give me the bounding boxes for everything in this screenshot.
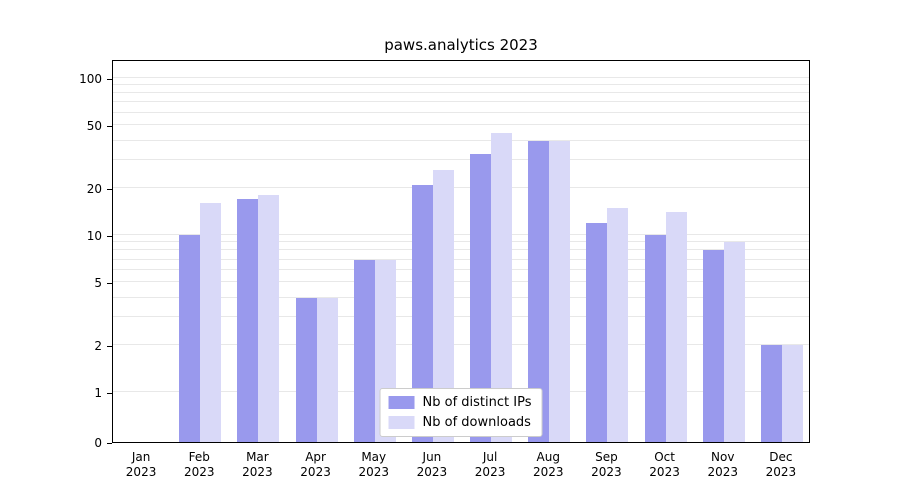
gridline <box>113 258 809 260</box>
plot-area: Nb of distinct IPs Nb of downloads <box>112 60 810 443</box>
bar-aug-series0 <box>528 140 550 442</box>
gridline <box>113 234 809 236</box>
y-tick-label: 0 <box>94 436 102 450</box>
bar-mar-series1 <box>258 195 280 442</box>
x-tick-label-may: May 2023 <box>358 450 389 479</box>
gridline <box>113 241 809 243</box>
gridline <box>113 269 809 271</box>
gridline <box>113 316 809 318</box>
chart-title: paws.analytics 2023 <box>384 36 538 54</box>
legend-item-distinct-ips: Nb of distinct IPs <box>388 395 532 410</box>
legend-label-distinct-ips: Nb of distinct IPs <box>422 395 532 410</box>
gridline <box>113 159 809 161</box>
gridline <box>113 124 809 126</box>
x-tick-label-mar: Mar 2023 <box>242 450 273 479</box>
bar-jul-series1 <box>491 132 513 442</box>
bar-nov-series0 <box>702 250 724 442</box>
legend-swatch-distinct-ips <box>388 396 415 409</box>
gridline <box>113 139 809 141</box>
x-tick-label-dec: Dec 2023 <box>765 450 797 479</box>
bar-sep-series1 <box>607 207 629 442</box>
y-tick-label: 10 <box>86 229 102 244</box>
bar-may-series0 <box>353 259 375 442</box>
gridline <box>113 186 809 188</box>
bar-dec-series0 <box>760 344 782 442</box>
gridline <box>113 281 809 283</box>
x-tick-label-aug: Aug 2023 <box>532 450 564 479</box>
bar-dec-series1 <box>781 344 803 442</box>
gridline <box>113 84 809 86</box>
y-tick-label: 5 <box>94 276 102 291</box>
bar-jun-series1 <box>432 170 454 442</box>
bar-feb-series0 <box>179 235 201 442</box>
y-tick-label: 20 <box>86 181 102 196</box>
bar-nov-series1 <box>723 242 745 442</box>
bar-oct-series1 <box>665 212 687 442</box>
y-tick-label: 100 <box>79 72 102 87</box>
y-tick-mark <box>107 283 112 285</box>
y-tick-label: 2 <box>94 338 102 353</box>
gridline <box>113 101 809 103</box>
x-tick-label-jun: Jun 2023 <box>416 450 448 479</box>
y-tick-mark <box>107 236 112 238</box>
bar-jul-series0 <box>470 153 492 442</box>
bar-apr-series0 <box>295 297 317 442</box>
y-tick-label: 1 <box>94 386 102 401</box>
gridline <box>113 92 809 94</box>
x-tick-label-sep: Sep 2023 <box>591 450 622 479</box>
gridline <box>113 249 809 251</box>
bar-aug-series1 <box>549 140 571 442</box>
y-tick-mark <box>107 345 112 347</box>
bar-oct-series0 <box>644 235 666 442</box>
y-tick-mark <box>107 188 112 190</box>
bar-feb-series1 <box>200 203 222 442</box>
bar-mar-series0 <box>237 199 259 442</box>
legend-label-downloads: Nb of downloads <box>422 415 531 430</box>
legend-item-downloads: Nb of downloads <box>388 415 532 430</box>
gridline <box>113 77 809 79</box>
x-tick-label-apr: Apr 2023 <box>300 450 331 479</box>
legend-swatch-downloads <box>388 416 415 429</box>
x-tick-label-nov: Nov 2023 <box>707 450 738 479</box>
y-tick-mark <box>107 393 112 395</box>
gridline <box>113 343 809 345</box>
legend: Nb of distinct IPs Nb of downloads <box>379 388 543 437</box>
x-tick-label-oct: Oct 2023 <box>649 450 680 479</box>
y-tick-mark <box>107 126 112 128</box>
gridline <box>113 296 809 298</box>
y-tick-mark <box>107 79 112 81</box>
bar-jun-series0 <box>411 184 433 442</box>
y-tick-label: 50 <box>86 119 102 134</box>
x-tick-label-jul: Jul 2023 <box>474 450 506 479</box>
x-tick-label-feb: Feb 2023 <box>183 450 215 479</box>
gridline <box>113 112 809 113</box>
bar-apr-series1 <box>316 297 338 442</box>
bar-sep-series0 <box>586 222 608 442</box>
y-tick-mark <box>107 443 112 444</box>
x-tick-label-jan: Jan 2023 <box>125 450 157 479</box>
